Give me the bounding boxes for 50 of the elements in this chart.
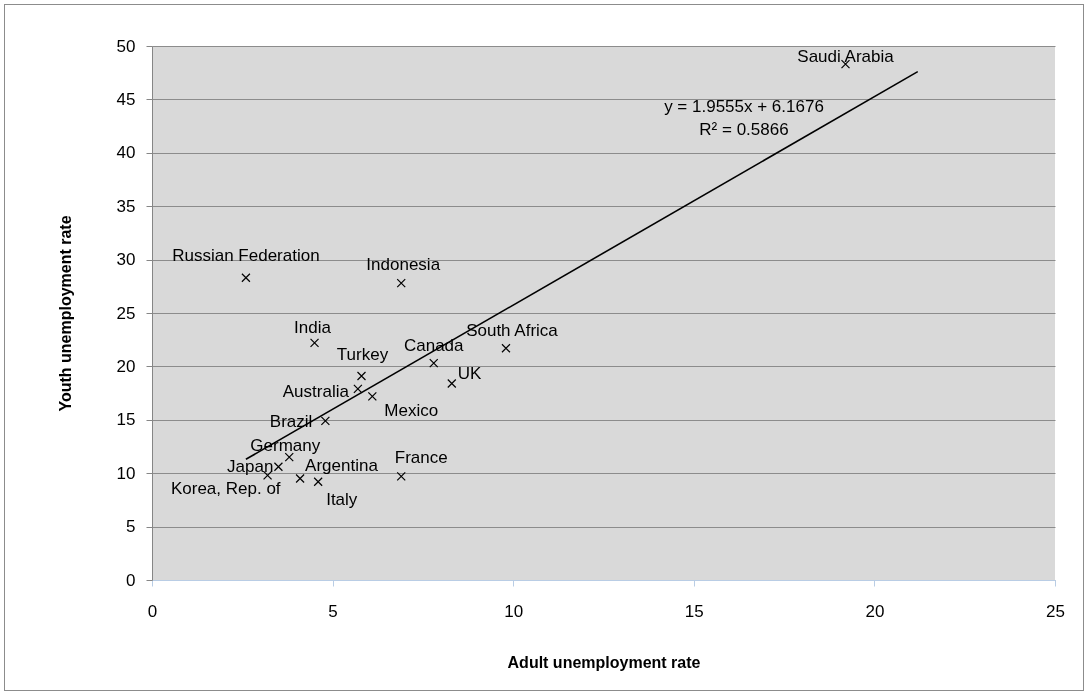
x-tick-label: 0	[147, 601, 158, 621]
series-label: Argentina	[305, 455, 379, 475]
y-tick-label: 15	[116, 410, 136, 430]
y-tick-label: 20	[116, 356, 136, 376]
x-tick-label: 20	[865, 601, 885, 621]
point	[356, 371, 367, 381]
point	[295, 473, 305, 484]
point	[353, 384, 363, 394]
series-label: South Africa	[466, 321, 559, 341]
point	[429, 358, 439, 368]
point	[241, 273, 251, 283]
annotation: R² = 0.5866	[699, 120, 789, 139]
series-label: Japan	[227, 456, 274, 476]
x-tick-label: 15	[684, 601, 704, 621]
y-tick-label: 10	[116, 463, 136, 483]
x-tick-label: 25	[1046, 601, 1065, 621]
series-label: India	[294, 317, 332, 337]
point	[313, 477, 323, 487]
y-tick-label: 50	[116, 36, 136, 56]
x-tick-label: 5	[328, 601, 338, 621]
y-tick-label: 45	[116, 89, 136, 109]
y-tick-label: 35	[116, 196, 136, 216]
series-label: Australia	[282, 381, 350, 401]
y-axis-title: Youth unemployment rate	[56, 215, 74, 412]
series-label: Saudi Arabia	[797, 47, 895, 67]
point	[273, 462, 284, 472]
series-label: Korea, Rep. of	[170, 479, 281, 499]
x-tick-label: 10	[504, 601, 524, 621]
y-tick-label: 25	[116, 303, 136, 323]
series-label: Indonesia	[366, 255, 441, 275]
point	[447, 378, 457, 389]
series-label: Brazil	[269, 411, 313, 431]
y-tick-label: 0	[126, 570, 136, 590]
series-label: UK	[457, 364, 483, 384]
y-tick-label: 5	[126, 517, 136, 537]
point	[501, 343, 511, 353]
point	[320, 416, 330, 426]
point	[309, 338, 320, 348]
point	[396, 471, 406, 481]
y-tick-label: 40	[116, 143, 136, 163]
series-label: Mexico	[384, 401, 439, 421]
x-axis-title: Adult unemployment rate	[507, 653, 701, 671]
series-label: Italy	[326, 489, 358, 509]
point	[396, 278, 406, 288]
annotation: y = 1.9555x + 6.1676	[664, 97, 824, 116]
y-tick-label: 30	[116, 250, 136, 270]
point	[367, 391, 377, 401]
series-label: Russian Federation	[172, 245, 320, 265]
series-label: France	[394, 448, 448, 468]
series-label: Turkey	[336, 345, 389, 365]
